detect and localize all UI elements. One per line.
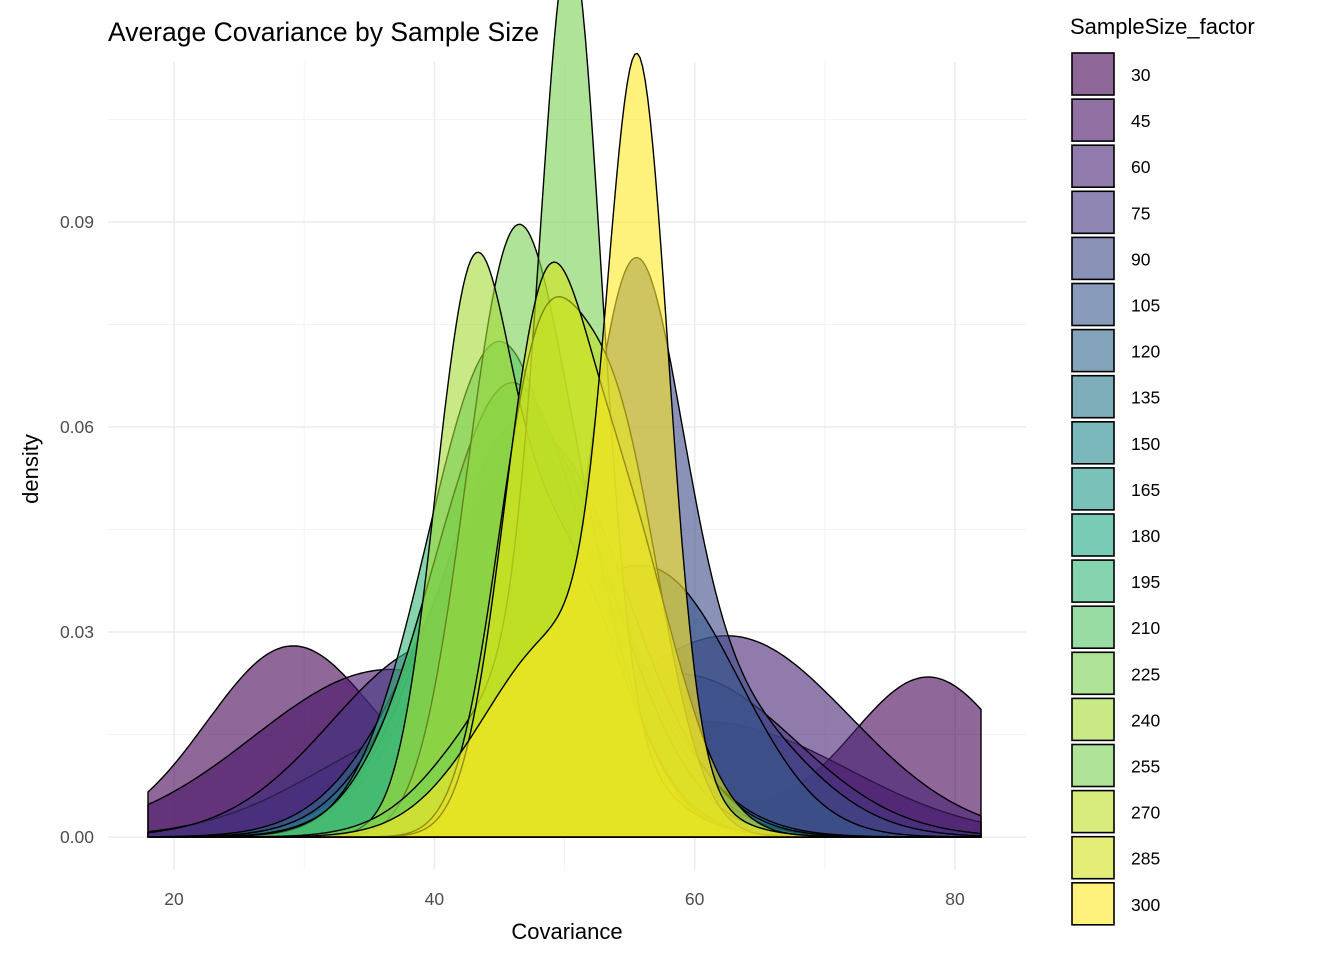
x-tick-label: 20 (164, 889, 184, 909)
legend-item: 150 (1071, 420, 1160, 465)
y-tick-label: 0.06 (60, 417, 94, 437)
legend-items: 30 45 60 75 90 105 120 135 150 165 180 195 210 225 240… (1071, 52, 1160, 926)
legend-item: 135 (1071, 374, 1160, 419)
density-area-300 (147, 52, 982, 838)
legend-key-swatch (1071, 789, 1115, 834)
legend-item: 180 (1071, 513, 1160, 557)
legend-item: 105 (1071, 282, 1160, 327)
legend-item: 225 (1071, 651, 1160, 696)
legend-label: 180 (1131, 526, 1160, 546)
legend-label: 210 (1131, 618, 1160, 638)
legend-key-swatch (1071, 190, 1115, 235)
legend-label: 285 (1131, 849, 1160, 869)
legend-item: 120 (1071, 328, 1160, 373)
y-axis-title: density (18, 434, 43, 504)
legend-key-swatch (1071, 282, 1115, 327)
x-tick-label: 40 (425, 889, 445, 909)
legend-key-swatch (1071, 52, 1115, 96)
legend-label: 135 (1131, 388, 1160, 408)
y-tick-label: 0.03 (60, 622, 94, 642)
legend-key-swatch (1071, 881, 1115, 926)
legend-key-swatch (1071, 374, 1115, 419)
legend-label: 120 (1131, 342, 1160, 362)
legend-key-swatch (1071, 467, 1115, 511)
legend-label: 165 (1131, 480, 1160, 500)
legend-item: 165 (1071, 467, 1160, 511)
legend-item: 300 (1071, 881, 1160, 926)
legend-key-swatch (1071, 236, 1115, 281)
legend-key-swatch (1071, 559, 1115, 603)
legend-item: 90 (1071, 236, 1151, 281)
legend-item: 45 (1071, 98, 1150, 142)
legend-item: 195 (1071, 559, 1160, 603)
x-tick-label: 60 (685, 889, 705, 909)
legend-label: 60 (1131, 157, 1151, 177)
chart-title: Average Covariance by Sample Size (108, 17, 539, 47)
legend-label: 75 (1131, 203, 1150, 223)
legend-label: 195 (1131, 572, 1160, 592)
legend-key-swatch (1071, 697, 1115, 742)
legend-key-swatch (1071, 605, 1115, 650)
x-tick-label: 80 (945, 889, 965, 909)
legend-key-swatch (1071, 743, 1115, 788)
legend-label: 270 (1131, 803, 1160, 823)
legend-item: 60 (1071, 144, 1151, 188)
legend-item: 75 (1071, 190, 1150, 235)
legend-key-swatch (1071, 98, 1115, 142)
legend-item: 210 (1071, 605, 1160, 650)
legend-label: 300 (1131, 895, 1160, 915)
legend-key-swatch (1071, 328, 1115, 373)
legend-label: 90 (1131, 249, 1151, 269)
legend-key-swatch (1071, 513, 1115, 557)
legend-key-swatch (1071, 144, 1115, 188)
legend-key-swatch (1071, 835, 1115, 880)
legend-item: 240 (1071, 697, 1160, 742)
legend-label: 45 (1131, 111, 1150, 131)
legend-key-swatch (1071, 651, 1115, 696)
legend-item: 285 (1071, 835, 1160, 880)
density-areas (147, 0, 982, 838)
legend-item: 30 (1071, 52, 1151, 96)
legend-key-swatch (1071, 420, 1115, 465)
legend-label: 225 (1131, 664, 1160, 684)
legend-label: 30 (1131, 65, 1151, 85)
legend-title: SampleSize_factor (1070, 14, 1255, 39)
y-tick-label: 0.00 (60, 827, 94, 847)
legend-label: 255 (1131, 757, 1160, 777)
legend-label: 105 (1131, 296, 1160, 316)
legend: SampleSize_factor 30 45 60 75 90 105 120 135 150… (1070, 14, 1255, 926)
x-axis-title: Covariance (511, 919, 622, 944)
legend-label: 150 (1131, 434, 1160, 454)
axis-ticks: 20 40 60 80 0.00 0.03 0.06 0.09 (60, 212, 965, 909)
legend-item: 255 (1071, 743, 1160, 788)
legend-label: 240 (1131, 710, 1160, 730)
legend-item: 270 (1071, 789, 1160, 834)
y-tick-label: 0.09 (60, 212, 94, 232)
